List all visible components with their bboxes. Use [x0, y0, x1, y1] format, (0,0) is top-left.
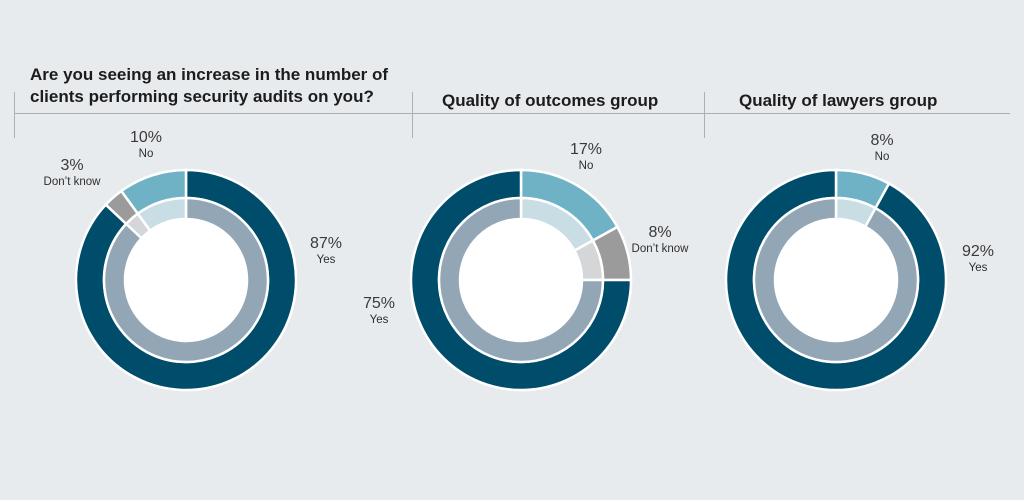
- data-label-percent: 75%: [363, 295, 395, 312]
- chart-title-security-audits: Are you seeing an increase in the number…: [30, 65, 389, 106]
- panel-divider-left: [14, 92, 15, 138]
- data-label-percent: 10%: [130, 129, 162, 146]
- slice-no-inner: [136, 196, 188, 233]
- data-label-percent: 87%: [310, 235, 342, 252]
- data-label-percent: 3%: [60, 157, 83, 174]
- donut-hole: [461, 220, 581, 340]
- panel-divider-right: [704, 92, 705, 138]
- data-label-category: Don’t know: [632, 243, 690, 255]
- title-divider-line: [14, 113, 1010, 114]
- donut-chart-2: 17% No 8% Don’t know 75% Yes: [363, 141, 690, 392]
- data-label-category: Yes: [969, 262, 988, 274]
- donut-chart-1: 87% Yes 3% Don’t know 10% No: [44, 129, 342, 392]
- data-label-category: No: [139, 148, 154, 160]
- donut-hole: [776, 220, 896, 340]
- panel-divider-middle: [412, 92, 413, 138]
- donut-chart-3: 8% No 92% Yes: [724, 132, 994, 392]
- donut-hole: [126, 220, 246, 340]
- slice-yes-inner: [437, 196, 605, 364]
- data-label-category: Don’t know: [44, 176, 102, 188]
- slice-yes-inner: [752, 196, 920, 364]
- data-label-category: No: [875, 151, 890, 163]
- data-label-category: No: [579, 160, 594, 172]
- data-label-percent: 8%: [870, 132, 893, 149]
- data-label-percent: 92%: [962, 243, 994, 260]
- data-label-percent: 8%: [648, 224, 671, 241]
- data-label-category: Yes: [370, 314, 389, 326]
- slice-yes-inner: [102, 196, 270, 364]
- chart-title-outcomes-group: Quality of outcomes group: [442, 91, 659, 110]
- chart-title-lawyers-group: Quality of lawyers group: [739, 91, 938, 110]
- data-label-percent: 17%: [570, 141, 602, 158]
- data-label-category: Yes: [317, 254, 336, 266]
